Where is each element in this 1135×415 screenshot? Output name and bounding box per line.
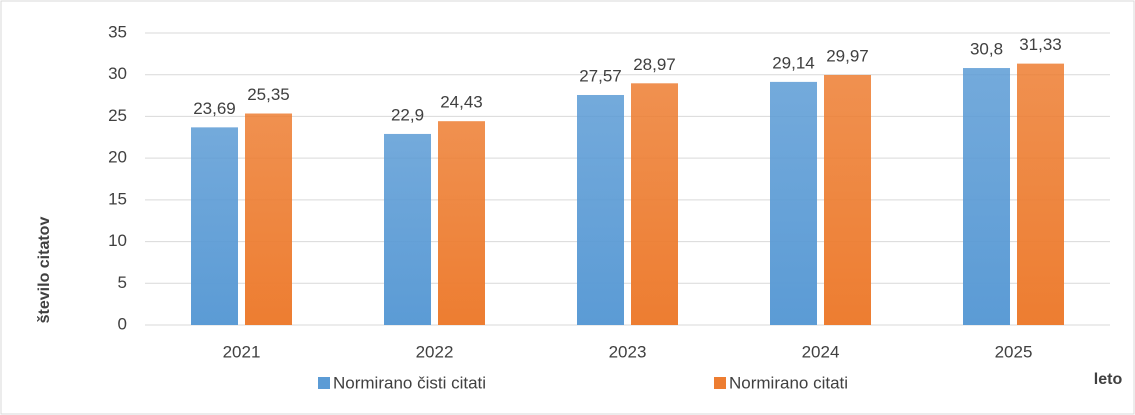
y-tick-label: 25 [108,106,127,125]
bar [245,113,292,325]
legend-label: Normirano citati [729,373,848,392]
x-tick-label: 2023 [609,342,647,361]
value-label: 23,69 [193,99,236,118]
value-label: 25,35 [247,85,290,104]
x-tick-label: 2022 [416,342,454,361]
x-tick-label: 2024 [802,342,840,361]
value-label: 29,97 [826,46,869,65]
value-label: 28,97 [633,55,676,74]
bar [384,133,431,325]
y-tick-label: 0 [118,314,127,333]
bar [1017,63,1064,325]
value-label: 27,57 [579,66,622,85]
y-tick-label: 30 [108,64,127,83]
value-label: 24,43 [440,93,483,112]
bar [770,81,817,325]
legend-swatch [318,377,330,389]
legend-swatch [714,377,726,389]
bar [824,74,871,325]
y-axis-title: število citatov [36,217,53,324]
x-tick-label: 2021 [223,342,261,361]
value-label: 29,14 [772,53,815,72]
value-label: 22,9 [391,105,424,124]
y-tick-label: 10 [108,231,127,250]
bar [963,68,1010,325]
bar [577,94,624,325]
y-tick-label: 15 [108,189,127,208]
bar [631,83,678,325]
y-tick-label: 20 [108,148,127,167]
value-label: 30,8 [970,40,1003,59]
bar [438,121,485,326]
y-tick-label: 5 [118,273,127,292]
bar [191,127,238,325]
y-tick-label: 35 [108,22,127,41]
x-tick-label: 2025 [995,342,1033,361]
value-label: 31,33 [1019,35,1062,54]
x-axis-title: leto [1094,371,1123,388]
legend-label: Normirano čisti citati [333,373,486,392]
